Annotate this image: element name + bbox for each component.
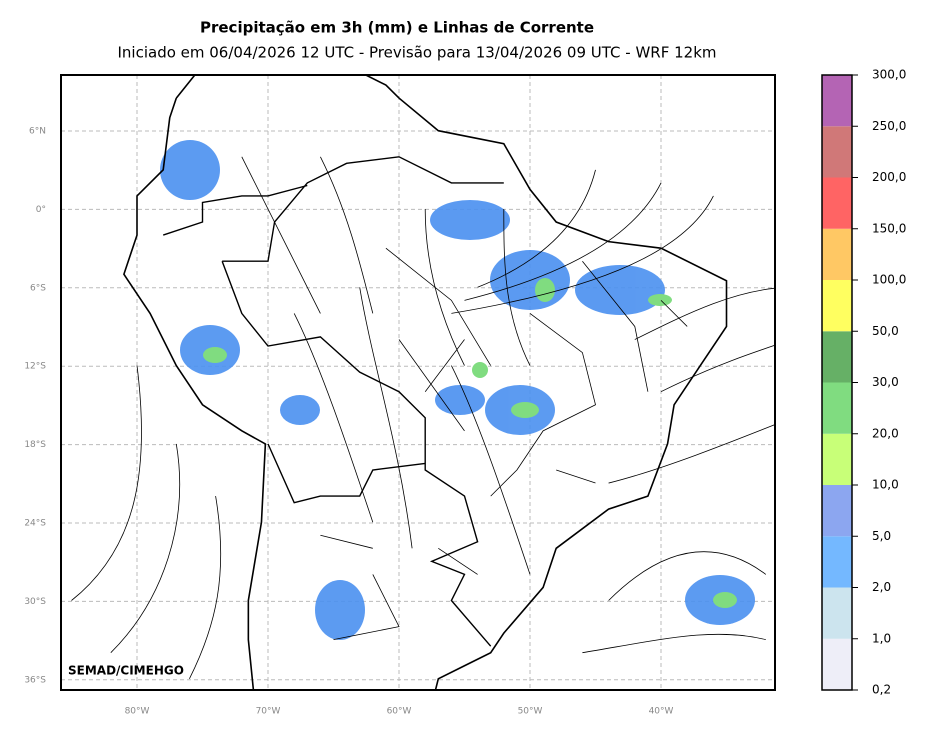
colorbar-segment (822, 75, 852, 127)
colorbar-label: 300,0 (872, 68, 906, 82)
precip (160, 140, 755, 640)
colorbar-label: 150,0 (872, 221, 906, 235)
colorbar-segment (822, 280, 852, 332)
colorbar-label: 100,0 (872, 273, 906, 287)
lat-label: 6°N (29, 127, 46, 137)
colorbar-segment (822, 536, 852, 588)
subtitle: Iniciado em 06/04/2026 12 UTC - Previsão… (117, 44, 716, 62)
lat-label: 12°S (24, 362, 46, 372)
colorbar-segment (822, 638, 852, 690)
map-frame (60, 74, 776, 691)
map-area: SEMAD/CIMEHGO (68, 52, 792, 705)
colorbar-segment (822, 587, 852, 639)
lon-label: 60°W (387, 707, 412, 717)
credit: SEMAD/CIMEHGO (68, 664, 184, 678)
colorbar: 0,2 1,0 2,0 5,0 10,0 20,0 30,0 50,0 100,0 150,0 20… (822, 68, 906, 697)
colorbar-segment (822, 331, 852, 383)
lon-label: 50°W (518, 707, 543, 717)
colorbar-label: 200,0 (872, 170, 906, 184)
lat-label: 24°S (24, 519, 46, 529)
streamlines (71, 157, 792, 679)
colorbar-label: 10,0 (872, 478, 899, 492)
colorbar-label: 50,0 (872, 324, 899, 338)
geography (124, 52, 727, 705)
colorbar-segment (822, 485, 852, 537)
lat-label: 36°S (24, 675, 46, 685)
colorbar-segment (822, 228, 852, 280)
lat-label: 30°S (24, 597, 46, 607)
lat-label: 0° (36, 205, 46, 215)
grid: 6°N 0° 6°S 12°S 18°S 24°S 30°S 36°S 80°W 70°W 60°W… (24, 75, 775, 717)
colorbar-segment (822, 126, 852, 178)
colorbar-label: 2,0 (872, 580, 891, 594)
precip-heavy (203, 278, 737, 608)
colorbar-label: 30,0 (872, 375, 899, 389)
colorbar-label: 5,0 (872, 529, 891, 543)
lon-label: 80°W (125, 707, 150, 717)
lon-label: 40°W (649, 707, 674, 717)
lat-label: 6°S (30, 283, 46, 293)
lon-label: 70°W (256, 707, 281, 717)
colorbar-label: 250,0 (872, 119, 906, 133)
colorbar-segment (822, 382, 852, 434)
lat-label: 18°S (24, 440, 46, 450)
colorbar-label: 0,2 (872, 683, 891, 697)
colorbar-label: 20,0 (872, 426, 899, 440)
colorbar-label: 1,0 (872, 631, 891, 645)
colorbar-segment (822, 433, 852, 485)
colorbar-frame (821, 74, 853, 691)
colorbar-segment (822, 177, 852, 229)
title: Precipitação em 3h (mm) e Linhas de Corr… (200, 19, 594, 37)
